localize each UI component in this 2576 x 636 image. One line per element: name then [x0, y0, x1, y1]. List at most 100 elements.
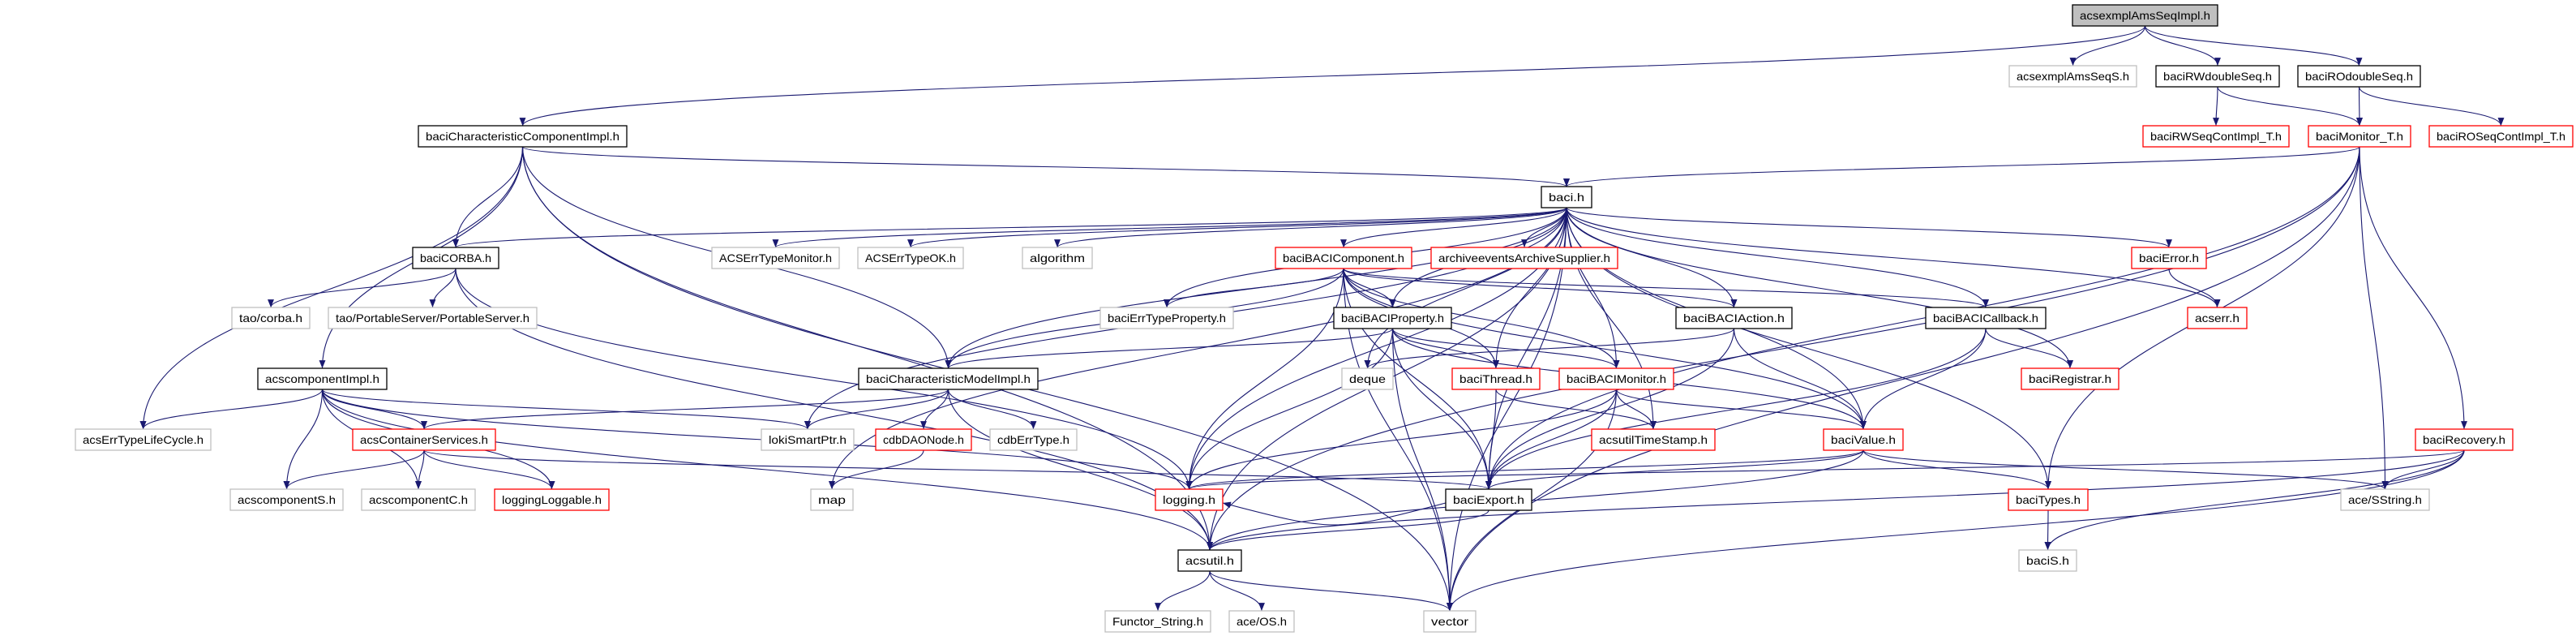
edge-compimpl-to-util	[321, 389, 1213, 551]
node-label: cdbErrType.h	[997, 433, 1069, 446]
node-box	[2008, 65, 2137, 88]
node-bacitypes-h[interactable]: baciTypes.h	[2008, 488, 2089, 511]
edge-compimpl-to-compS	[283, 389, 324, 490]
node-acserr-h[interactable]: acserr.h	[2187, 307, 2248, 329]
node-label: ACSErrTypeMonitor.h	[719, 251, 832, 264]
edge-bcomp-to-bcb	[1343, 268, 1989, 308]
node-label: lokiSmartPtr.h	[769, 433, 847, 446]
edge-baci-to-etok	[907, 207, 1567, 248]
node-label: ACSErrTypeOK.h	[865, 251, 956, 264]
node-baciregistrar-h[interactable]: baciRegistrar.h	[2021, 367, 2120, 390]
edge-val-to-types	[1862, 449, 2051, 490]
edge-compimpl-to-lc	[139, 389, 324, 430]
node-box	[2340, 488, 2430, 511]
node-bacibacicomponent-h[interactable]: baciBACIComponent.h	[1275, 247, 1412, 269]
edge-baci-to-acserr	[1566, 207, 2221, 308]
node-box	[2072, 4, 2218, 27]
node-label: acscomponentS.h	[238, 493, 336, 506]
edge-mont-to-baci	[1563, 146, 2360, 187]
node-label: algorithm	[1030, 251, 1085, 264]
edge-val-to-exp	[1485, 449, 1864, 490]
edge-bprop-to-vec	[1391, 328, 1453, 612]
node-functor-string-h: Functor_String.h	[1104, 610, 1211, 633]
node-bacierrtypeproperty-h: baciErrTypeProperty.h	[1099, 307, 1234, 329]
node-acsexmplamsseqimpl-h[interactable]: acsexmplAmsSeqImpl.h	[2072, 4, 2218, 27]
node-label: baciMonitor_T.h	[2316, 130, 2403, 143]
node-bacithread-h[interactable]: baciThread.h	[1451, 367, 1541, 390]
node-bacibacimonitor-h[interactable]: baciBACIMonitor.h	[1558, 367, 1674, 390]
node-baciexport-h[interactable]: baciExport.h	[1445, 488, 1532, 511]
node-loggingloggable-h[interactable]: loggingLoggable.h	[494, 488, 610, 511]
node-box	[1823, 428, 1904, 451]
node-box	[2018, 549, 2077, 572]
node-box	[1591, 428, 1716, 451]
node-label: baciBACIAction.h	[1683, 312, 1785, 324]
node-logging-h[interactable]: logging.h	[1155, 488, 1224, 511]
edge-corba-to-taops	[429, 268, 456, 308]
node-label: archiveeventsArchiveSupplier.h	[1438, 251, 1610, 264]
edge-bmon-to-log	[1185, 389, 1618, 490]
edge-mont-to-sstr	[2359, 146, 2389, 490]
node-algorithm: algorithm	[1022, 247, 1093, 269]
node-label: vector	[1431, 615, 1468, 628]
node-baciroseqcontimpl-t-h[interactable]: baciROSeqContImpl_T.h	[2428, 125, 2574, 148]
edge-baci-to-algo	[1054, 207, 1567, 248]
node-acsutiltimestamp-h[interactable]: acsutilTimeStamp.h	[1591, 428, 1716, 451]
node-label: ace/SString.h	[2348, 493, 2422, 506]
node-label: baciBACICallback.h	[1933, 312, 2038, 324]
node-bacibacicallback-h[interactable]: baciBACICallback.h	[1925, 307, 2047, 329]
node-bacierror-h[interactable]: baciError.h	[2131, 247, 2207, 269]
node-label: cdbDAONode.h	[883, 433, 964, 446]
edge-util-to-os	[1209, 570, 1265, 612]
edge-root-to-rwds	[2144, 25, 2221, 67]
edge-cmi-to-cdbet	[947, 389, 1037, 430]
edge-thr-to-ts	[1495, 389, 1657, 430]
node-label: baciExport.h	[1453, 493, 1524, 506]
node-bacicorba-h[interactable]: baciCORBA.h	[412, 247, 499, 269]
node-acserrtypelifecycle-h: acsErrTypeLifeCycle.h	[75, 428, 212, 451]
node-bacimonitor-t-h[interactable]: baciMonitor_T.h	[2308, 125, 2411, 148]
node-acscontainerservices-h[interactable]: acsContainerServices.h	[352, 428, 496, 451]
node-box	[810, 488, 854, 511]
node-label: Functor_String.h	[1112, 615, 1203, 628]
node-map: map	[810, 488, 854, 511]
edge-bprop-to-thr	[1391, 328, 1499, 369]
node-label: loggingLoggable.h	[502, 493, 602, 506]
edge-rec-to-sstr	[2381, 449, 2465, 490]
edge-val-to-log	[1185, 449, 1864, 490]
edge-mont-to-rec	[2359, 146, 2467, 430]
edge-cmi-to-cs	[421, 389, 949, 430]
node-bacicharacteristiccomponentimpl-h[interactable]: baciCharacteristicComponentImpl.h	[418, 125, 628, 148]
node-box	[412, 247, 499, 269]
node-bacibaciproperty-h[interactable]: baciBACIProperty.h	[1333, 307, 1452, 329]
node-baci-h[interactable]: baci.h	[1541, 186, 1592, 208]
node-ace-os-h: ace/OS.h	[1228, 610, 1295, 633]
node-box	[494, 488, 610, 511]
node-box	[352, 428, 496, 451]
edge-bact-to-val	[1733, 328, 1867, 430]
node-label: map	[818, 493, 846, 506]
node-box	[1104, 610, 1211, 633]
node-bacirecovery-h[interactable]: baciRecovery.h	[2415, 428, 2514, 451]
node-label: baciCharacteristicComponentImpl.h	[426, 130, 619, 143]
node-bacivalue-h[interactable]: baciValue.h	[1823, 428, 1904, 451]
node-box	[1099, 307, 1234, 329]
node-label: tao/corba.h	[239, 312, 302, 324]
node-acserrtypemonitor-h: ACSErrTypeMonitor.h	[711, 247, 840, 269]
node-archiveeventsarchivesupplier-h[interactable]: archiveeventsArchiveSupplier.h	[1430, 247, 1618, 269]
node-acscomponentimpl-h[interactable]: acscomponentImpl.h	[257, 367, 388, 390]
edge-exp-to-util	[1207, 509, 1489, 551]
node-cdbdaonode-h[interactable]: cdbDAONode.h	[875, 428, 972, 451]
node-bacibaciaction-h[interactable]: baciBACIAction.h	[1675, 307, 1793, 329]
node-acsutil-h[interactable]: acsutil.h	[1177, 549, 1242, 572]
node-bacirwseqcontimpl-t-h[interactable]: baciRWSeqContImpl_T.h	[2142, 125, 2290, 148]
node-label: ace/OS.h	[1237, 615, 1287, 628]
node-box	[1275, 247, 1412, 269]
node-bacirodoubleseq-h[interactable]: baciROdoubleSeq.h	[2297, 65, 2421, 88]
node-bacicharacteristicmodelimpl-h[interactable]: baciCharacteristicModelImpl.h	[858, 367, 1039, 390]
edge-mont-to-vec	[1447, 146, 2360, 612]
node-bacirwdoubleseq-h[interactable]: baciRWdoubleSeq.h	[2155, 65, 2280, 88]
edge-bcb-to-val	[1860, 328, 1987, 430]
node-box	[875, 428, 972, 451]
node-box	[1341, 367, 1394, 390]
